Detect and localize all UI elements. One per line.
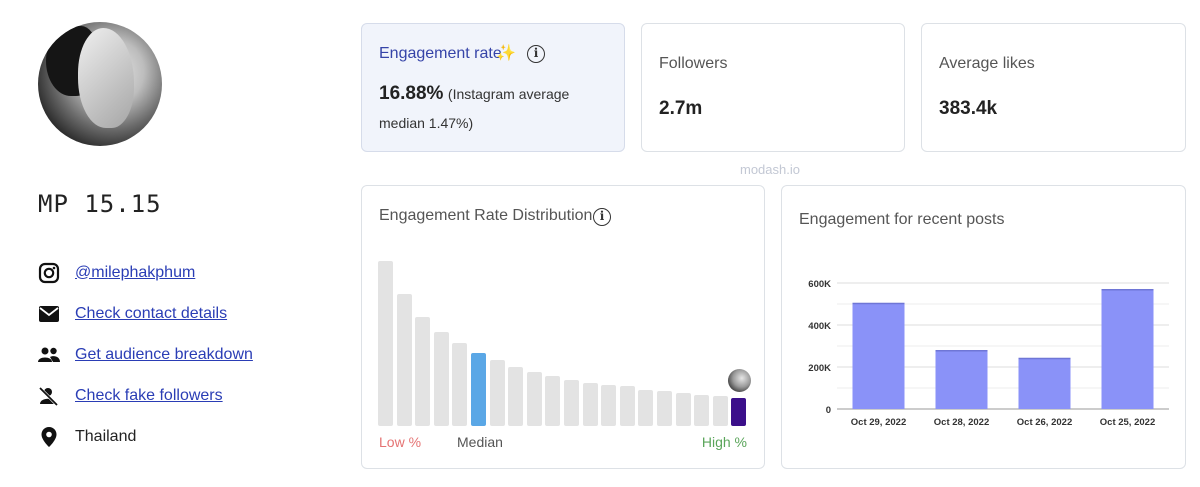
- recent-posts-chart: 0 200K 400K 600K Oct 29, 2022 Oct 28, 2022 Oct…: [808, 279, 1169, 428]
- followers-card: Followers 2.7m: [641, 23, 905, 152]
- high-percent-label: High %: [701, 434, 747, 450]
- mail-icon: [36, 301, 62, 327]
- location-label: Thailand: [75, 427, 137, 445]
- distribution-bar: [638, 390, 654, 426]
- fake-followers-link[interactable]: Check fake followers: [75, 386, 223, 404]
- y-tick-label: 600K: [808, 279, 831, 290]
- distribution-bar: [433, 332, 449, 426]
- profile-name: MP 15.15: [38, 190, 162, 218]
- chart-bar: [935, 350, 988, 409]
- median-label: Median: [457, 434, 503, 450]
- y-tick-label: 0: [826, 405, 831, 416]
- low-percent-label: Low %: [379, 434, 422, 450]
- x-tick-label: Oct 26, 2022: [1017, 417, 1072, 428]
- average-likes-title: Average likes: [939, 55, 1035, 72]
- engagement-rate-title: Engagement rate: [379, 45, 502, 62]
- x-tick-label: Oct 28, 2022: [934, 417, 989, 428]
- engagement-rate-card: Engagement rate ✨ i 16.88% (Instagram av…: [361, 23, 625, 152]
- followers-title: Followers: [659, 55, 728, 72]
- distribution-bar: [545, 376, 561, 426]
- instagram-handle-link[interactable]: @milephakphum: [75, 263, 196, 281]
- distribution-bar: [601, 385, 617, 426]
- info-icon[interactable]: i: [593, 208, 611, 226]
- distribution-bar: [378, 261, 393, 426]
- y-tick-label: 200K: [808, 363, 831, 374]
- engagement-distribution-card: Engagement Rate Distribution i Low % Med…: [361, 185, 765, 469]
- distribution-bar: [694, 395, 710, 426]
- average-likes-value: 383.4k: [939, 98, 998, 119]
- y-tick-label: 400K: [808, 321, 831, 332]
- recent-posts-title: Engagement for recent posts: [799, 211, 1005, 228]
- location-pin-icon: [36, 424, 62, 450]
- contact-details-link[interactable]: Check contact details: [75, 304, 228, 322]
- audience-breakdown-item[interactable]: Get audience breakdown: [36, 334, 253, 375]
- distribution-bar: [508, 367, 524, 426]
- chart-bar: [1018, 357, 1071, 409]
- profile-links: @milephakphum Check contact details Get …: [36, 252, 253, 457]
- distribution-bar: [675, 393, 691, 426]
- engagement-rate-value-block: 16.88% (Instagram average median 1.47%): [379, 79, 619, 138]
- instagram-link-item[interactable]: @milephakphum: [36, 252, 253, 293]
- distribution-bar: [396, 294, 412, 426]
- watermark: modash.io: [740, 162, 800, 177]
- distribution-bar: [619, 386, 635, 426]
- engagement-rate-value: 16.88%: [379, 83, 444, 104]
- distribution-title: Engagement Rate Distribution: [379, 207, 593, 224]
- chart-bar: [1101, 289, 1154, 409]
- instagram-icon: [36, 260, 62, 286]
- info-icon[interactable]: i: [527, 45, 545, 63]
- x-tick-label: Oct 25, 2022: [1100, 417, 1155, 428]
- distribution-bar: [452, 343, 468, 426]
- influencer-marker-avatar: [728, 369, 751, 392]
- fake-followers-item[interactable]: Check fake followers: [36, 375, 253, 416]
- average-likes-card: Average likes 383.4k: [921, 23, 1186, 152]
- profile-avatar: [38, 22, 162, 146]
- recent-posts-engagement-card: Engagement for recent posts 0 200K 400K 600…: [781, 185, 1186, 469]
- median-distribution-bar: [471, 353, 486, 426]
- followers-value: 2.7m: [659, 98, 703, 119]
- people-icon: [36, 342, 62, 368]
- location-item: Thailand: [36, 416, 253, 457]
- fake-followers-icon: [36, 383, 62, 409]
- x-tick-label: Oct 29, 2022: [851, 417, 906, 428]
- distribution-bar: [489, 360, 505, 426]
- contact-details-item[interactable]: Check contact details: [36, 293, 253, 334]
- distribution-bar: [657, 391, 672, 426]
- distribution-bar: [564, 380, 579, 426]
- distribution-bar: [415, 317, 431, 426]
- engagement-rate-note: (Instagram average median 1.47%): [379, 86, 570, 131]
- distribution-bar: [582, 383, 598, 426]
- distribution-bar: [526, 372, 542, 426]
- avatar-face: [78, 28, 134, 128]
- influencer-distribution-bar: [731, 398, 747, 426]
- audience-breakdown-link[interactable]: Get audience breakdown: [75, 345, 253, 363]
- sparkle-icon: ✨: [496, 45, 516, 62]
- distribution-bar: [712, 396, 728, 426]
- chart-bar: [852, 302, 905, 409]
